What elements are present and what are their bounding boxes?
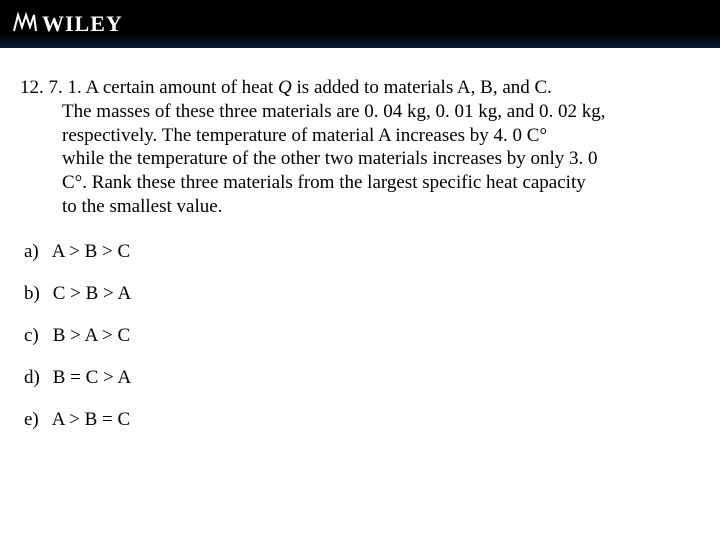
option-label: e) [24, 409, 48, 431]
question-text-part: is added to materials A, B, and C. [292, 77, 552, 98]
option-c: c) B > A > C [24, 325, 696, 347]
question-content: 12. 7. 1. A certain amount of heat Q is … [0, 48, 720, 431]
option-d: d) B = C > A [24, 367, 696, 389]
question-line-1: 12. 7. 1. A certain amount of heat Q is … [20, 76, 696, 100]
wiley-logo-icon [12, 11, 38, 38]
option-e: e) A > B = C [24, 409, 696, 431]
option-label: d) [24, 367, 48, 389]
option-text: A > B = C [52, 409, 130, 430]
option-text: C > B > A [53, 283, 131, 304]
option-text: B = C > A [53, 367, 131, 388]
option-b: b) C > B > A [24, 283, 696, 305]
question-line-6: to the smallest value. [20, 195, 696, 219]
answer-options: a) A > B > C b) C > B > A c) B > A > C d… [20, 241, 696, 431]
option-text: A > B > C [52, 241, 130, 262]
question-number: 12. 7. 1. [20, 77, 82, 98]
option-text: B > A > C [53, 325, 130, 346]
option-label: c) [24, 325, 48, 347]
question-text: 12. 7. 1. A certain amount of heat Q is … [20, 76, 696, 219]
wiley-logo-text: WILEY [42, 11, 123, 37]
question-line-3: respectively. The temperature of materia… [20, 124, 696, 148]
option-label: a) [24, 241, 48, 263]
option-a: a) A > B > C [24, 241, 696, 263]
question-line-4: while the temperature of the other two m… [20, 147, 696, 171]
publisher-header: WILEY [0, 0, 720, 48]
wiley-logo: WILEY [12, 11, 123, 38]
question-line-2: The masses of these three materials are … [20, 100, 696, 124]
question-text-part: A certain amount of heat [85, 77, 278, 98]
question-line-5: C°. Rank these three materials from the … [20, 171, 696, 195]
variable-q: Q [278, 77, 292, 98]
option-label: b) [24, 283, 48, 305]
